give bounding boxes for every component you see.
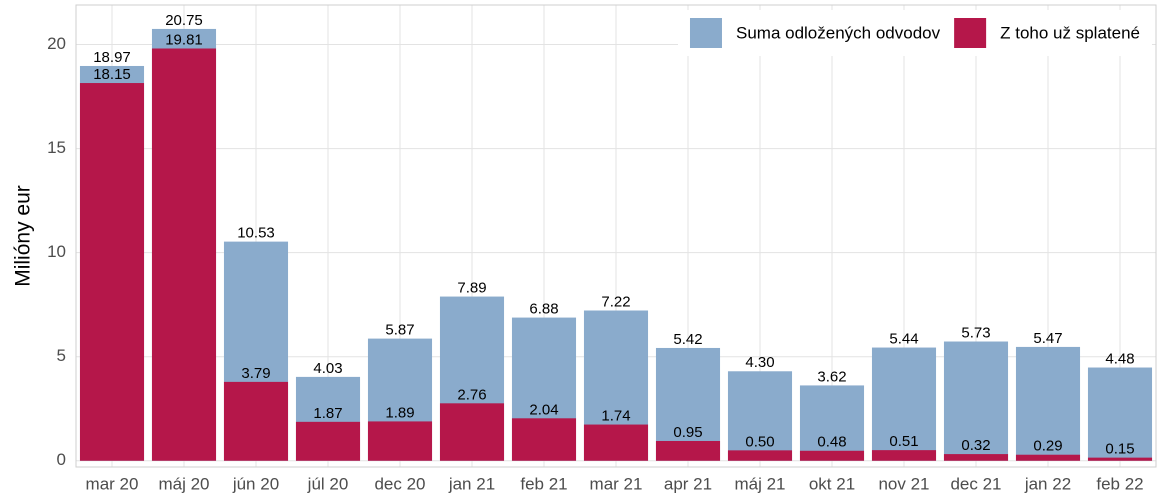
value-label: 1.89: [385, 404, 414, 421]
value-label: 5.73: [961, 324, 990, 341]
bar: [1087, 457, 1153, 461]
bar: [367, 421, 433, 461]
bar: [439, 403, 505, 461]
x-tick-label: mar 20: [86, 474, 139, 493]
y-tick-label: 10: [47, 242, 66, 261]
bar: [799, 385, 865, 461]
bar: [1087, 367, 1153, 461]
value-label: 5.42: [673, 331, 702, 348]
value-label: 0.51: [889, 433, 918, 450]
value-label: 1.74: [601, 408, 630, 425]
x-tick-label: dec 21: [950, 474, 1001, 493]
y-tick-label: 0: [57, 450, 66, 469]
bar: [1015, 454, 1081, 461]
bar: [871, 347, 937, 461]
value-label: 0.50: [745, 433, 774, 450]
bar: [943, 341, 1009, 461]
bar: [943, 454, 1009, 461]
value-label: 0.95: [673, 424, 702, 441]
value-label: 3.79: [241, 365, 270, 382]
bar: [1015, 346, 1081, 461]
bar: [583, 424, 649, 461]
x-tick-label: máj 21: [734, 474, 785, 493]
y-axis-label: Milióny eur: [12, 185, 35, 287]
value-label: 19.81: [165, 31, 203, 48]
x-tick-label: feb 21: [520, 474, 567, 493]
value-label: 10.53: [237, 225, 275, 242]
y-tick-label: 15: [47, 138, 66, 157]
value-label: 0.32: [961, 437, 990, 454]
x-tick-label: jan 22: [1024, 474, 1071, 493]
x-tick-label: nov 21: [878, 474, 929, 493]
value-label: 2.04: [529, 401, 558, 418]
bar: [79, 83, 145, 461]
x-tick-label: okt 21: [809, 474, 855, 493]
x-tick-label: mar 21: [590, 474, 643, 493]
value-label: 4.30: [745, 354, 774, 371]
x-tick-label: dec 20: [374, 474, 425, 493]
bar: [655, 440, 721, 461]
x-tick-label: júl 20: [307, 474, 349, 493]
value-label: 18.15: [93, 66, 131, 83]
bar: [799, 450, 865, 461]
value-label: 6.88: [529, 301, 558, 318]
value-label: 5.87: [385, 322, 414, 339]
x-tick-label: jan 21: [448, 474, 495, 493]
bar: [511, 418, 577, 461]
value-label: 18.97: [93, 49, 131, 66]
legend-label: Suma odložených odvodov: [736, 23, 941, 42]
value-label: 4.48: [1105, 350, 1134, 367]
value-label: 5.47: [1033, 330, 1062, 347]
legend-box: [677, 10, 1152, 56]
x-tick-label: feb 22: [1096, 474, 1143, 493]
value-label: 2.76: [457, 386, 486, 403]
value-label: 20.75: [165, 12, 203, 29]
value-label: 0.29: [1033, 438, 1062, 455]
plot-border: [75, 4, 1157, 468]
x-tick-label: jún 20: [232, 474, 279, 493]
x-tick-label: apr 21: [664, 474, 712, 493]
y-tick-label: 5: [57, 346, 66, 365]
bar: [727, 450, 793, 461]
x-tick-label: máj 20: [158, 474, 209, 493]
value-label: 0.48: [817, 434, 846, 451]
bar: [295, 421, 361, 461]
value-label: 1.87: [313, 405, 342, 422]
value-label: 5.44: [889, 331, 918, 348]
value-label: 7.89: [457, 280, 486, 297]
bar: [727, 371, 793, 461]
value-label: 4.03: [313, 360, 342, 377]
legend-swatch: [954, 18, 987, 48]
value-label: 3.62: [817, 368, 846, 385]
bar: [871, 450, 937, 461]
legend-swatch: [689, 18, 722, 48]
legend-label: Z toho už splatené: [1000, 23, 1140, 42]
value-label: 7.22: [601, 293, 630, 310]
value-label: 0.15: [1105, 441, 1134, 458]
bar: [223, 381, 289, 461]
bar: [151, 48, 217, 461]
y-tick-label: 20: [47, 34, 66, 53]
